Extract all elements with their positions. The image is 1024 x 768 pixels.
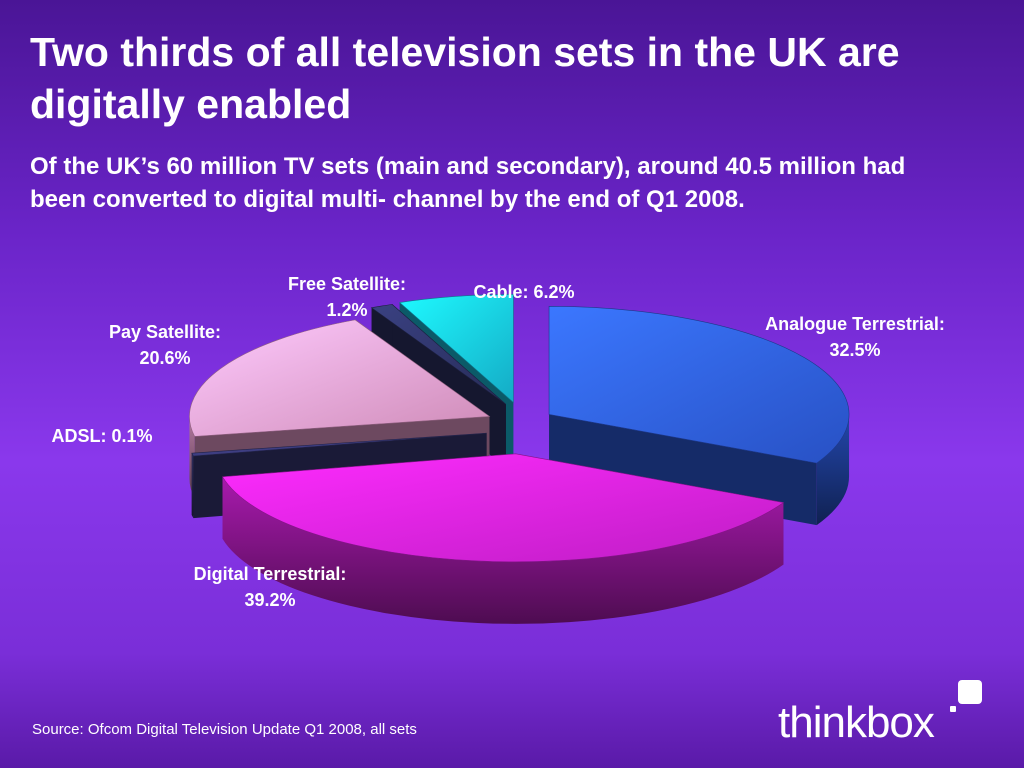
slice-label-name: Digital Terrestrial: [194, 564, 347, 584]
slice-label-name: Free Satellite: [288, 274, 406, 294]
slice-top [189, 319, 491, 437]
slice-outer-wall [816, 414, 850, 526]
page-subtitle: Of the UK’s 60 million TV sets (main and… [30, 153, 906, 213]
slice-top [370, 304, 507, 405]
slice-label-value: 39.2% [244, 590, 295, 610]
slice-label: Analogue Terrestrial: 32.5% [765, 314, 945, 360]
slice-label: Digital Terrestrial: 39.2% [194, 564, 347, 610]
slice-label-value: 32.5% [829, 340, 880, 360]
slice-top [548, 306, 850, 464]
logo-dot-icon [950, 706, 956, 712]
slice-label: Cable: 6.2% [473, 282, 574, 302]
slice-outer-wall [222, 476, 784, 624]
slice-top [221, 453, 785, 563]
slice-label-name: Analogue Terrestrial: [765, 314, 945, 334]
logo-wordmark: thinkbox [778, 698, 935, 747]
slice-label-name: Cable: 6.2% [473, 282, 574, 302]
slice-label: ADSL: 0.1% [51, 426, 152, 446]
logo-square-icon [958, 680, 982, 704]
slice-label-name: Pay Satellite: [109, 322, 221, 342]
slice-top [191, 432, 487, 457]
slice-top [398, 294, 514, 404]
slice-label: Free Satellite: 1.2% [288, 274, 406, 320]
slice-outer-wall [191, 453, 194, 519]
thinkbox-logo: thinkbox [778, 680, 998, 754]
source-note: Source: Ofcom Digital Television Update … [32, 721, 417, 738]
slice-label-value: 1.2% [326, 300, 367, 320]
slice-label: Pay Satellite: 20.6% [109, 322, 221, 368]
slice-label-name: ADSL: 0.1% [51, 426, 152, 446]
slice-label-value: 20.6% [139, 348, 190, 368]
page-title: Two thirds of all television sets in the… [30, 29, 900, 127]
pie-slice [221, 453, 785, 624]
